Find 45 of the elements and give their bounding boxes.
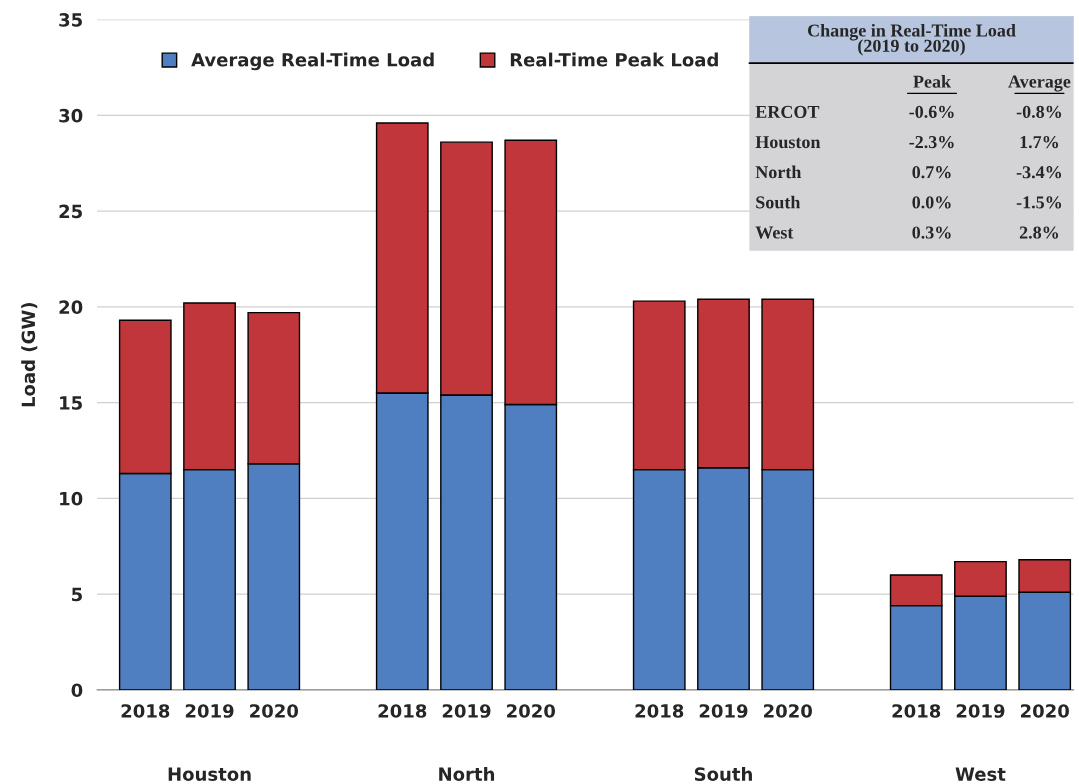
annotation: -2.3% bbox=[909, 135, 954, 149]
annotation: West bbox=[755, 226, 794, 239]
annotation: 1.7% bbox=[1020, 135, 1059, 149]
annotation: Change in Real-Time Load (2019 to 2020) bbox=[807, 23, 1016, 56]
y-tick-label: 25 bbox=[59, 204, 82, 219]
x-tick-label: 2020 bbox=[250, 704, 299, 718]
annotation: 2.8% bbox=[1019, 226, 1059, 239]
legend-label: Average Real-Time Load bbox=[191, 52, 434, 71]
annotation: ERCOT bbox=[755, 105, 820, 118]
annotation: South bbox=[756, 195, 801, 209]
x-tick-label: 2019 bbox=[699, 704, 748, 718]
x-tick-label: 2019 bbox=[956, 704, 1005, 718]
y-tick-label: 10 bbox=[60, 491, 83, 506]
text: West bbox=[955, 767, 1006, 781]
annotation: North bbox=[755, 165, 802, 179]
annotation: -1.5% bbox=[1016, 196, 1062, 209]
x-tick-label: 2019 bbox=[185, 704, 234, 718]
y-axis-title: Load (GW) bbox=[21, 303, 38, 407]
y-tick-label: 35 bbox=[59, 13, 82, 27]
annotation: -3.4% bbox=[1016, 166, 1062, 179]
legend-label: Real-Time Peak Load bbox=[510, 52, 718, 67]
x-tick-label: 2020 bbox=[764, 704, 812, 718]
x-tick-label: 2019 bbox=[442, 704, 491, 718]
y-tick-label: 30 bbox=[59, 108, 83, 123]
x-tick-label: 2020 bbox=[507, 704, 556, 718]
x-tick-label: 2020 bbox=[1021, 704, 1069, 718]
text: Houston bbox=[168, 767, 251, 781]
y-tick-label: 20 bbox=[59, 300, 83, 314]
x-tick-label: 2018 bbox=[635, 704, 684, 718]
annotation: -0.8% bbox=[1016, 105, 1062, 119]
annotation: Average bbox=[1008, 75, 1071, 92]
y-tick-label: 15 bbox=[60, 396, 82, 410]
annotation: -0.6% bbox=[909, 105, 954, 119]
annotation: Peak bbox=[913, 75, 952, 88]
x-tick-label: 2018 bbox=[892, 704, 941, 718]
y-tick-label: 5 bbox=[72, 587, 82, 602]
x-tick-label: 2018 bbox=[121, 704, 170, 718]
text: South bbox=[694, 767, 752, 781]
y-tick-label: 0 bbox=[71, 683, 83, 698]
text: North bbox=[439, 767, 495, 781]
annotation: 0.7% bbox=[912, 166, 951, 179]
annotation: 0.0% bbox=[912, 196, 951, 209]
annotation: 0.3% bbox=[912, 226, 951, 239]
x-tick-label: 2018 bbox=[378, 704, 427, 718]
annotation: Houston bbox=[755, 136, 821, 149]
